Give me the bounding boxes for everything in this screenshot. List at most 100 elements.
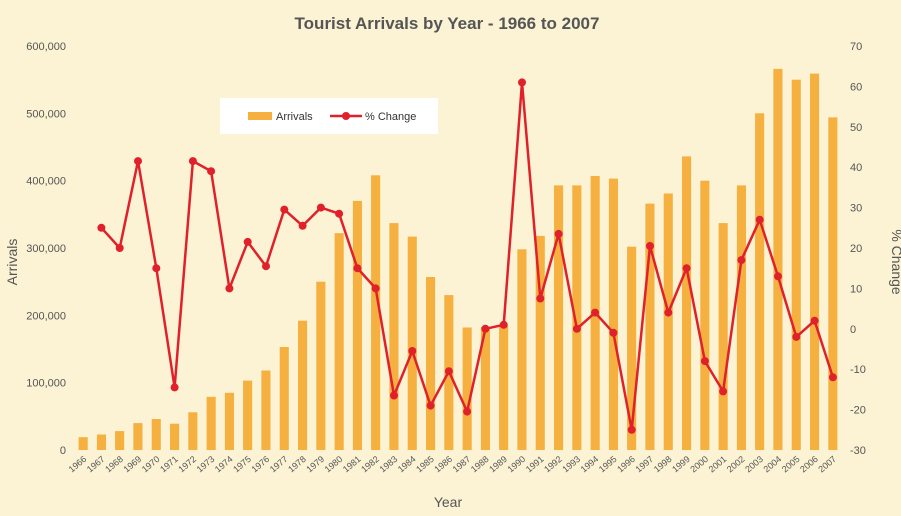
x-tick-label: 1988 xyxy=(469,454,491,475)
point-1993 xyxy=(572,324,581,333)
y-tick-left-label: 400,000 xyxy=(26,176,66,188)
y-tick-left-label: 600,000 xyxy=(26,41,66,53)
point-2000 xyxy=(700,357,709,366)
y-tick-right-label: 70 xyxy=(850,41,862,53)
bar-1990 xyxy=(517,249,527,450)
x-tick-label: 2000 xyxy=(688,454,710,475)
point-2005 xyxy=(792,332,801,341)
x-tick-label: 1971 xyxy=(158,454,180,475)
bar-1991 xyxy=(535,235,545,450)
bar-1984 xyxy=(407,236,417,450)
x-tick-label: 1967 xyxy=(85,454,107,475)
x-tick-label: 1979 xyxy=(304,454,326,475)
bar-1979 xyxy=(316,281,326,450)
point-1995 xyxy=(609,328,618,337)
point-1982 xyxy=(371,284,380,293)
x-tick-label: 1976 xyxy=(250,454,272,475)
x-tick-label: 2004 xyxy=(762,454,784,475)
point-1984 xyxy=(408,347,417,355)
bar-1968 xyxy=(115,431,125,450)
point-1991 xyxy=(536,294,545,303)
legend-change-marker xyxy=(342,112,350,120)
bar-1996 xyxy=(627,246,637,450)
x-tick-label: 1997 xyxy=(634,454,656,475)
y-tick-left-label: 300,000 xyxy=(26,243,66,255)
point-1996 xyxy=(627,425,636,434)
y-axis-left-ticks: 0 100,000 200,000 300,000 400,000 500,000 600,… xyxy=(26,41,66,457)
point-2007 xyxy=(828,373,837,382)
y-tick-right-label: -30 xyxy=(850,445,866,457)
x-tick-label: 1994 xyxy=(579,454,601,475)
point-1983 xyxy=(390,391,398,400)
y-tick-left-label: 0 xyxy=(60,445,66,457)
x-tick-label: 1982 xyxy=(359,454,381,475)
y-tick-right-label: 60 xyxy=(850,81,862,93)
point-1987 xyxy=(463,407,472,416)
point-1967 xyxy=(97,223,106,232)
point-2004 xyxy=(774,272,782,281)
point-1990 xyxy=(518,78,526,87)
bar-1981 xyxy=(352,200,362,450)
bar-series-arrivals xyxy=(78,68,838,451)
bar-1985 xyxy=(426,277,436,450)
x-tick-label: 1966 xyxy=(67,454,89,475)
bar-1973 xyxy=(206,396,216,450)
point-2002 xyxy=(737,256,746,265)
bar-2003 xyxy=(755,113,765,451)
x-tick-label: 1973 xyxy=(195,454,217,475)
x-tick-label: 1984 xyxy=(396,454,418,475)
point-1978 xyxy=(298,221,307,230)
y-tick-right-label: 20 xyxy=(850,243,862,255)
y-tick-right-label: 50 xyxy=(850,122,862,134)
x-tick-label: 1989 xyxy=(487,454,509,475)
y-tick-left-label: 200,000 xyxy=(26,310,66,322)
y-tick-right-label: 0 xyxy=(850,324,856,336)
bar-1995 xyxy=(608,178,618,450)
y-tick-left-label: 100,000 xyxy=(26,378,66,390)
legend-change-label: % Change xyxy=(365,111,416,123)
x-tick-label: 1980 xyxy=(323,454,345,475)
x-axis-label: Year xyxy=(434,494,463,510)
point-1975 xyxy=(243,237,252,246)
point-1988 xyxy=(481,324,490,333)
point-1992 xyxy=(554,229,563,238)
point-1985 xyxy=(426,401,435,410)
x-tick-label: 2003 xyxy=(743,454,765,475)
bar-2001 xyxy=(718,223,728,450)
x-tick-label: 1972 xyxy=(176,454,198,475)
y-axis-right-ticks: -30 -20 -10 0 10 20 30 40 50 60 70 xyxy=(850,41,866,457)
bar-1992 xyxy=(554,185,564,450)
point-1977 xyxy=(280,205,289,214)
point-1968 xyxy=(115,244,124,252)
x-tick-label: 2005 xyxy=(780,454,802,475)
x-tick-label: 1969 xyxy=(122,454,144,475)
legend: Arrivals % Change xyxy=(220,98,438,134)
bar-1983 xyxy=(389,223,399,450)
y-axis-left-label: Arrivals xyxy=(4,239,20,286)
bar-1978 xyxy=(298,320,308,450)
x-tick-label: 2001 xyxy=(707,454,729,475)
line-series-percent-change xyxy=(97,78,837,434)
bar-1993 xyxy=(572,185,582,450)
point-1986 xyxy=(444,367,453,376)
bar-2004 xyxy=(773,68,783,451)
bar-1972 xyxy=(188,412,198,450)
x-tick-label: 1986 xyxy=(432,454,454,475)
point-1971 xyxy=(170,383,179,392)
point-2001 xyxy=(719,387,728,396)
x-tick-label: 1995 xyxy=(597,454,619,475)
bar-1969 xyxy=(133,423,143,450)
y-tick-right-label: 10 xyxy=(850,283,862,295)
y-tick-left-label: 500,000 xyxy=(26,108,66,120)
bar-1974 xyxy=(224,392,234,450)
x-tick-label: 1991 xyxy=(524,454,546,475)
bar-1966 xyxy=(78,437,88,450)
point-1981 xyxy=(353,264,362,273)
legend-arrivals-label: Arrivals xyxy=(276,111,313,123)
x-tick-label: 1981 xyxy=(341,454,363,475)
x-tick-label: 1993 xyxy=(560,454,582,475)
chart-title: Tourist Arrivals by Year - 1966 to 2007 xyxy=(295,14,600,33)
x-tick-label: 1987 xyxy=(451,454,473,475)
bar-1980 xyxy=(334,233,344,450)
